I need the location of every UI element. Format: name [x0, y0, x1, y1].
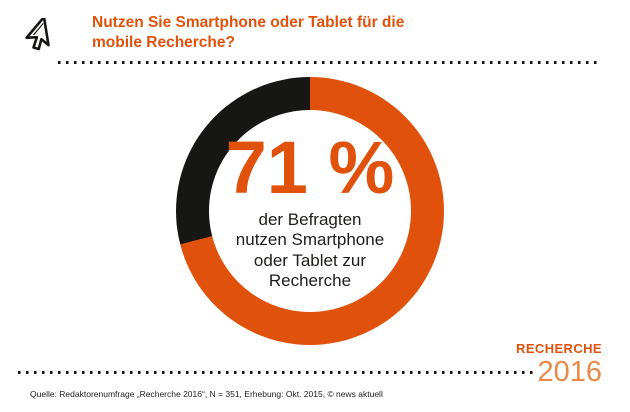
cursor-arrow-svg — [25, 15, 50, 51]
chart-title: Nutzen Sie Smartphone oder Tablet für di… — [92, 13, 404, 53]
chart-title-line1: Nutzen Sie Smartphone oder Tablet für di… — [92, 14, 405, 31]
donut-chart: 71 % der Befragten nutzen Smartphone ode… — [176, 77, 444, 345]
campaign-branding: RECHERCHE 2016 — [516, 341, 602, 387]
caption-line: der Befragten — [258, 209, 362, 229]
caption-line: oder Tablet zur — [253, 250, 367, 270]
campaign-year: 2016 — [537, 356, 602, 388]
dotted-divider-top — [58, 61, 600, 64]
chart-title-line2: mobile Recherche? — [92, 34, 235, 52]
donut-center-caption: der Befragten nutzen Smartphone oder Tab… — [236, 210, 384, 292]
cursor-arrow-icon — [22, 15, 80, 62]
caption-line: nutzen Smartphone — [235, 230, 385, 250]
donut-hole: 71 % der Befragten nutzen Smartphone ode… — [209, 110, 411, 312]
donut-center-value: 71 % — [225, 125, 395, 209]
dotted-divider-bottom — [18, 371, 534, 374]
source-note: Quelle: Redaktorenumfrage „Recherche 201… — [30, 389, 383, 399]
caption-line: Recherche — [268, 270, 352, 290]
campaign-name: RECHERCHE — [516, 341, 602, 356]
